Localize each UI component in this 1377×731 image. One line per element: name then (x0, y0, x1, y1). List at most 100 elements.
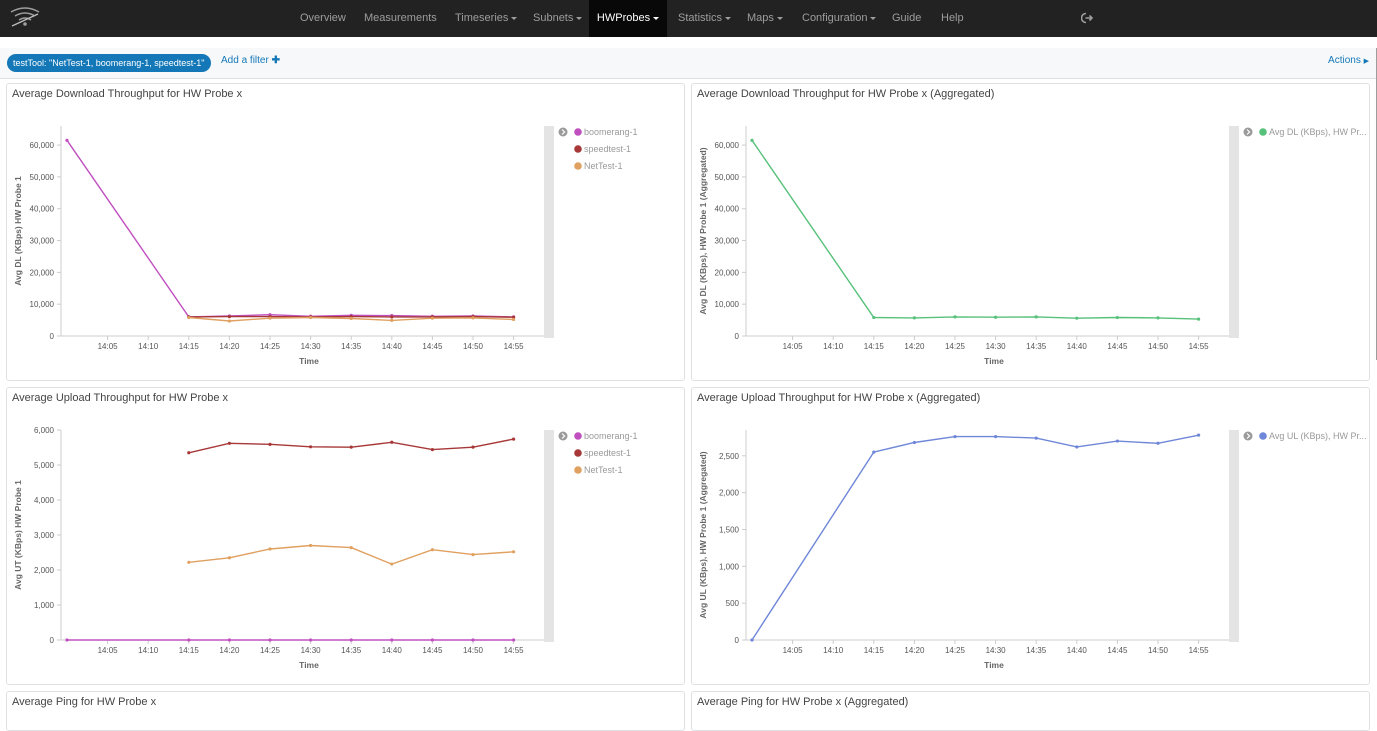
x-tick-label: 14:15 (179, 646, 200, 655)
legend-scrollbar (544, 126, 554, 338)
nav-item-timeseries[interactable]: Timeseries (455, 0, 518, 37)
data-point (65, 638, 69, 642)
data-point (512, 437, 516, 441)
x-tick-label: 14:40 (1067, 646, 1088, 655)
nav-item-label: Subnets (533, 12, 574, 24)
add-filter-link[interactable]: Add a filter ✚ (221, 55, 280, 66)
y-axis-label: Avg UT (KBps) HW Probe 1 (13, 480, 23, 590)
nav-item-guide[interactable]: Guide (892, 0, 921, 37)
y-tick-label: 5,000 (34, 461, 55, 470)
wifi-logo-icon[interactable] (8, 6, 42, 35)
x-tick-label: 14:35 (341, 646, 362, 655)
panel-ping: Average Ping for HW Probe x (6, 691, 685, 731)
filter-bar: testTool: "NetTest-1, boomerang-1, speed… (0, 48, 1377, 79)
x-tick-label: 14:30 (301, 646, 322, 655)
x-tick-label: 14:50 (1148, 342, 1169, 351)
chevron-right-icon (561, 433, 566, 439)
y-tick-label: 10,000 (30, 300, 55, 309)
data-point (349, 445, 353, 449)
data-point (227, 319, 231, 323)
data-point (994, 315, 998, 319)
data-point (187, 315, 191, 320)
x-tick-label: 14:35 (1026, 342, 1047, 351)
data-point (750, 638, 754, 642)
panel-upload-aggregated: Average Upload Throughput for HW Probe x… (691, 387, 1370, 685)
y-tick-label: 50,000 (30, 173, 55, 182)
nav-item-label: Maps (747, 12, 774, 24)
data-point (349, 638, 353, 642)
data-point (227, 556, 231, 560)
y-tick-label: 30,000 (30, 237, 55, 246)
x-tick-label: 14:30 (986, 342, 1007, 351)
sign-out-icon[interactable] (1080, 11, 1094, 29)
nav-item-label: Help (941, 12, 964, 24)
x-tick-label: 14:45 (1107, 646, 1128, 655)
nav-item-overview[interactable]: Overview (300, 0, 346, 37)
legend-swatch (574, 145, 582, 153)
x-tick-label: 14:45 (1107, 342, 1128, 351)
x-axis-label: Time (299, 356, 319, 366)
data-point (1075, 316, 1079, 320)
download-aggregated-chart: 0 10,000 20,000 30,000 40,000 50,000 60,000 14:… (698, 126, 1367, 366)
data-point (430, 316, 434, 320)
series-line-boomerang-1 (66, 139, 514, 318)
upload-chart: 0 1,000 2,000 3,000 4,000 5,000 6,000 14:05 14:1… (13, 426, 638, 670)
data-point (349, 546, 353, 550)
nav-item-configuration[interactable]: Configuration (802, 0, 877, 37)
legend-swatch (574, 466, 582, 474)
filter-pill[interactable]: testTool: "NetTest-1, boomerang-1, speed… (7, 54, 211, 72)
data-point (1156, 316, 1160, 320)
x-tick-label: 14:20 (904, 646, 925, 655)
nav-item-statistics[interactable]: Statistics (678, 0, 732, 37)
legend-swatch (1259, 432, 1267, 440)
caret-down-icon (870, 16, 877, 20)
chevron-right-icon (1246, 433, 1251, 439)
nav-item-hwprobes[interactable]: HWProbes (589, 0, 667, 37)
x-tick-label: 14:10 (823, 342, 844, 351)
data-point (994, 435, 998, 439)
y-axis-label: Avg DL (KBps), HW Probe 1 (Aggregated) (698, 147, 708, 314)
data-point (390, 440, 394, 444)
y-tick-label: 60,000 (30, 141, 55, 150)
data-point (227, 314, 231, 319)
x-tick-label: 14:50 (463, 342, 484, 351)
y-tick-label: 20,000 (715, 268, 740, 277)
panel-download-aggregated: Average Download Throughput for HW Probe… (691, 83, 1370, 381)
x-tick-label: 14:40 (1067, 342, 1088, 351)
series-line-avg-ul-kbps-hw-pr- (751, 434, 1199, 641)
data-point (390, 315, 394, 319)
y-tick-label: 20,000 (30, 268, 55, 277)
nav-item-label: Configuration (802, 12, 868, 24)
panel-ping-aggregated: Average Ping for HW Probe x (Aggregated) (691, 691, 1370, 731)
legend-toggle-icon (1243, 431, 1253, 441)
x-tick-label: 14:35 (341, 342, 362, 351)
data-point (309, 315, 313, 320)
y-tick-label: 3,000 (34, 531, 55, 540)
caret-down-icon (511, 16, 518, 20)
x-tick-label: 14:15 (864, 646, 885, 655)
data-point (227, 638, 231, 642)
legend-swatch (1259, 128, 1267, 136)
x-tick-label: 14:10 (138, 646, 159, 655)
x-tick-label: 14:15 (179, 342, 200, 351)
nav-item-help[interactable]: Help (941, 0, 964, 37)
x-axis-label: Time (984, 660, 1004, 670)
data-point (912, 316, 916, 320)
x-tick-label: 14:30 (986, 646, 1007, 655)
nav-item-subnets[interactable]: Subnets (533, 0, 583, 37)
nav-item-label: Guide (892, 12, 922, 24)
y-tick-label: 4,000 (34, 496, 55, 505)
data-point (268, 316, 272, 320)
x-tick-label: 14:45 (422, 646, 443, 655)
nav-item-measurements[interactable]: Measurements (364, 0, 437, 37)
data-point (872, 450, 876, 454)
nav-item-maps[interactable]: Maps (747, 0, 783, 37)
x-tick-label: 14:45 (422, 342, 443, 351)
x-tick-label: 14:55 (1189, 646, 1210, 655)
x-tick-label: 14:40 (382, 342, 403, 351)
y-tick-label: 10,000 (715, 300, 740, 309)
data-point (187, 638, 191, 642)
caret-right-icon: ▶ (1363, 58, 1369, 65)
x-tick-label: 14:05 (98, 646, 119, 655)
actions-menu[interactable]: Actions ▶ (1328, 55, 1369, 66)
